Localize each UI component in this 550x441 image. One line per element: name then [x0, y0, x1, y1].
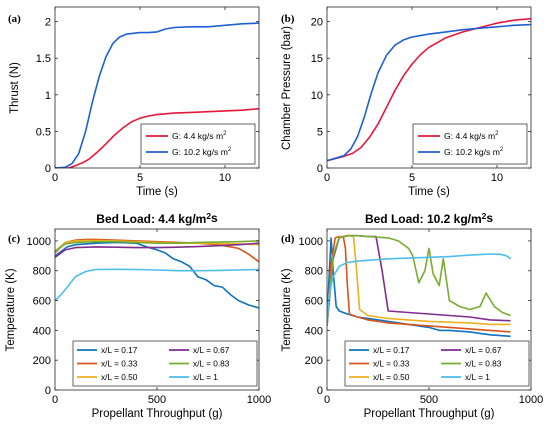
legend-box	[72, 340, 258, 387]
y-tick-label: 2	[45, 17, 51, 29]
series-line-2	[55, 22, 259, 168]
y-tick-label: 5	[317, 126, 323, 138]
y-tick-label: 0.5	[36, 126, 51, 138]
y-tick-label: 600	[305, 296, 323, 308]
legend-entry: G: 4.4 kg/s m2	[444, 131, 499, 141]
x-tick-label: 0	[324, 172, 330, 184]
y-axis-label: Thrust (N)	[9, 62, 21, 114]
legend-entry: x/L = 0.67	[465, 345, 502, 355]
series-line-1	[55, 241, 259, 309]
series-line-2	[327, 23, 531, 162]
x-tick-label: 0	[324, 394, 330, 406]
series-line-4	[55, 242, 259, 258]
y-tick-label: 800	[33, 266, 51, 278]
panel-label: (b)	[281, 13, 295, 25]
panel-d: 0 500 1000 0 200 400 600 800 1000 Propellant Thro…	[281, 211, 543, 420]
x-tick-label: 10	[491, 172, 503, 184]
x-tick-label: 1000	[247, 394, 271, 406]
legend-entry: G: 10.2 kg/s m2	[444, 147, 504, 157]
legend: G: 4.4 kg/s m2 G: 10.2 kg/s m2	[412, 123, 528, 165]
x-tick-label: 5	[137, 172, 143, 184]
y-tick-label: 20	[311, 17, 323, 29]
y-tick-label: 10	[311, 90, 323, 102]
x-tick-label: 0	[52, 394, 58, 406]
y-axis-label: Temperature (K)	[281, 268, 293, 351]
y-tick-label: 0	[317, 385, 323, 397]
series-line-1	[327, 17, 531, 162]
legend-entry: x/L = 0.33	[373, 359, 410, 369]
y-tick-label: 1	[45, 90, 51, 102]
series-line-5	[327, 234, 511, 326]
panel-c: 0 500 1000 0 200 400 600 800 1000 Propellant Thro…	[5, 211, 271, 420]
series-line-5	[55, 240, 259, 253]
chart-title: Bed Load: 10.2 kg/m2s	[365, 211, 493, 226]
x-tick-label: 500	[420, 394, 438, 406]
legend-entry: x/L = 0.83	[465, 359, 502, 369]
panel-a: 0 5 10 0 0.5 1 1.5 2 Time (s) Thrust (N) (a) G: 4.4…	[8, 6, 260, 198]
panel-label: (c)	[8, 233, 21, 245]
legend-entry: x/L = 0.50	[101, 372, 138, 382]
y-tick-label: 200	[305, 355, 323, 367]
legend-entry: G: 4.4 kg/s m2	[172, 131, 227, 141]
legend-box	[140, 123, 256, 165]
series-line-6	[55, 268, 259, 302]
y-tick-label: 800	[305, 266, 323, 278]
y-tick-label: 400	[33, 325, 51, 337]
series-line-6	[327, 253, 512, 326]
x-axis-label: Time (s)	[408, 186, 450, 198]
panel-b: 0 5 10 0 5 10 15 20 Time (s) Chamber Pressure (ba…	[281, 6, 532, 198]
y-tick-label: 400	[305, 325, 323, 337]
y-tick-label: 15	[311, 53, 323, 65]
y-tick-label: 0	[45, 163, 51, 175]
panel-label: (d)	[281, 233, 295, 245]
legend-box	[412, 123, 528, 165]
x-axis-label: Time (s)	[136, 186, 178, 198]
legend-entry: x/L = 0.50	[373, 372, 410, 382]
legend: x/L = 0.17 x/L = 0.33 x/L = 0.50 x/L = 0.67…	[72, 340, 258, 387]
legend-entry: G: 10.2 kg/s m2	[172, 147, 232, 157]
x-axis-label: Propellant Throughput (g)	[364, 408, 495, 420]
series-line-2	[327, 235, 511, 333]
legend: G: 4.4 kg/s m2 G: 10.2 kg/s m2	[140, 123, 256, 165]
x-tick-label: 1000	[519, 394, 543, 406]
y-tick-label: 200	[33, 355, 51, 367]
plot-frame	[326, 6, 532, 169]
y-tick-label: 1.5	[36, 53, 51, 65]
panel-label: (a)	[8, 13, 21, 25]
y-tick-label: 1000	[27, 236, 51, 248]
y-tick-label: 0	[317, 163, 323, 175]
y-tick-label: 1000	[299, 236, 323, 248]
legend-box	[344, 340, 530, 387]
legend-entry: x/L = 0.17	[101, 345, 138, 355]
legend-entry: x/L = 0.83	[193, 359, 230, 369]
y-axis-label: Chamber Pressure (bar)	[281, 26, 293, 150]
legend-entry: x/L = 1	[193, 372, 218, 382]
legend: x/L = 0.17 x/L = 0.33 x/L = 0.50 x/L = 0.67…	[344, 340, 530, 387]
y-tick-label: 0	[45, 385, 51, 397]
plot-frame	[54, 6, 260, 169]
x-tick-label: 10	[219, 172, 231, 184]
legend-entry: x/L = 0.17	[373, 345, 410, 355]
x-tick-label: 5	[409, 172, 415, 184]
x-tick-label: 500	[148, 394, 166, 406]
legend-entry: x/L = 0.67	[193, 345, 230, 355]
legend-entry: x/L = 1	[465, 372, 490, 382]
series-line-1	[55, 107, 259, 168]
x-tick-label: 0	[52, 172, 58, 184]
x-axis-label: Propellant Throughput (g)	[92, 408, 223, 420]
y-axis-label: Temperature (K)	[5, 268, 17, 351]
legend-entry: x/L = 0.33	[101, 359, 138, 369]
y-tick-label: 600	[33, 296, 51, 308]
chart-title: Bed Load: 4.4 kg/m2s	[96, 211, 218, 226]
